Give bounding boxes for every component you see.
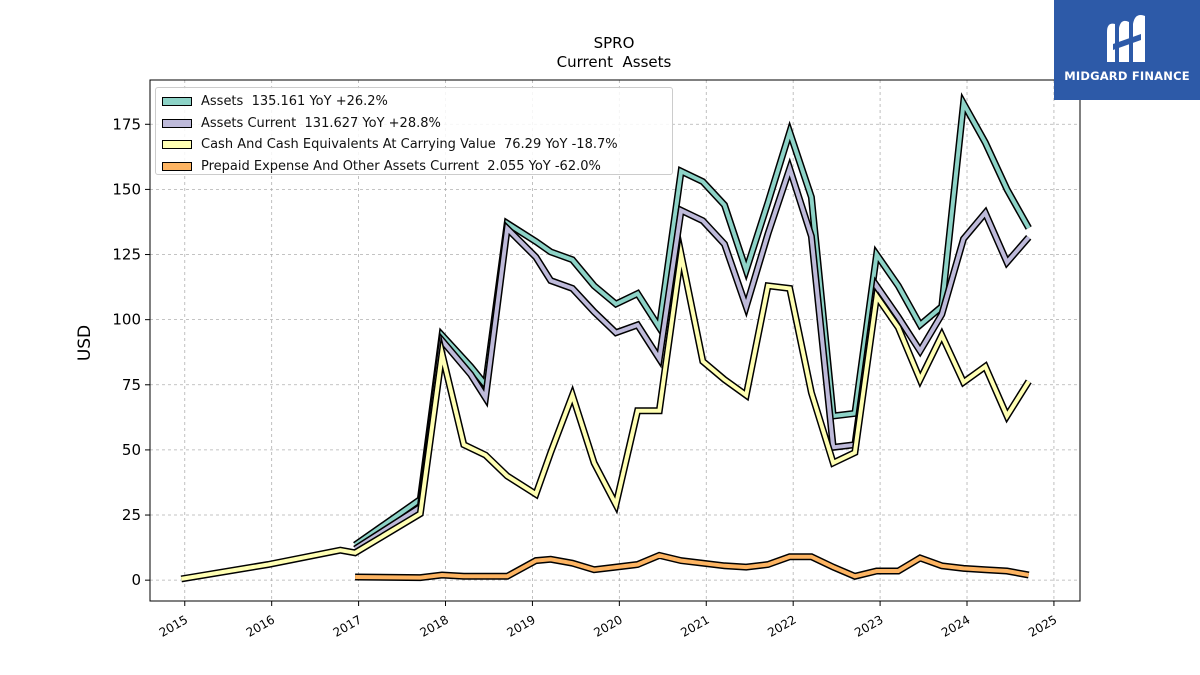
legend-swatch-cash [162, 140, 192, 150]
logo: MIDGARD FINANCE [1054, 0, 1200, 100]
chart-title: SPRO [594, 34, 635, 52]
y-tick-label: 175 [112, 115, 141, 133]
series-layer [180, 92, 1032, 583]
legend-label-assets: Assets 135.161 YoY +26.2% [201, 94, 388, 110]
y-tick-label: 0 [131, 571, 141, 589]
legend-label-assets-current: Assets Current 131.627 YoY +28.8% [201, 115, 441, 131]
y-axis-label: USD [75, 325, 95, 361]
legend-label-prepaid: Prepaid Expense And Other Assets Current… [201, 158, 601, 174]
legend-item-cash: Cash And Cash Equivalents At Carrying Va… [162, 134, 672, 156]
chart-subtitle: Current Assets [557, 53, 672, 71]
legend-swatch-assets-current [162, 118, 192, 128]
logo-text: MIDGARD FINANCE [1064, 69, 1190, 83]
legend-item-assets: Assets 135.161 YoY +26.2% [162, 91, 672, 113]
x-tick-label: 2021 [678, 612, 711, 639]
y-tick-label: 25 [122, 506, 141, 524]
x-tick-label: 2016 [244, 612, 277, 639]
x-tick-label: 2018 [418, 612, 451, 639]
y-axis-ticks: 0 25 50 75 100 125 150 175 [112, 115, 150, 589]
x-tick-label: 2017 [331, 612, 364, 639]
x-tick-label: 2022 [765, 612, 798, 639]
x-tick-label: 2019 [504, 612, 537, 639]
series-line-prepaid-expense-and-other-assets-current [355, 553, 1030, 580]
y-tick-label: 150 [112, 180, 141, 198]
x-tick-label: 2015 [157, 612, 190, 639]
legend-item-assets-current: Assets Current 131.627 YoY +28.8% [162, 113, 672, 135]
y-tick-label: 100 [112, 311, 141, 329]
x-tick-label: 2020 [591, 612, 624, 639]
x-axis-ticks: 2015 2016 2017 2018 2019 2020 2021 2022 2023 2024… [157, 601, 1059, 640]
y-tick-label: 75 [122, 376, 141, 394]
logo-mark-icon [1107, 15, 1145, 62]
legend-label-cash: Cash And Cash Equivalents At Carrying Va… [201, 137, 618, 153]
x-tick-label: 2024 [939, 612, 972, 639]
legend-item-prepaid: Prepaid Expense And Other Assets Current… [162, 156, 672, 178]
y-tick-label: 50 [122, 441, 141, 459]
series-line-cash-and-cash-equivalents-at-carrying-value [180, 242, 1031, 581]
y-tick-label: 125 [112, 246, 141, 264]
series-line-assets-current [354, 162, 1031, 551]
legend: Assets 135.161 YoY +26.2% Assets Current… [155, 87, 673, 175]
series-outline-cash-and-cash-equivalents-at-carrying-value [180, 233, 1032, 583]
x-tick-label: 2023 [852, 612, 885, 639]
legend-swatch-prepaid [162, 161, 192, 171]
legend-swatch-assets [162, 97, 192, 107]
plot-frame [149, 79, 1081, 602]
x-tick-label: 2025 [1026, 612, 1059, 639]
